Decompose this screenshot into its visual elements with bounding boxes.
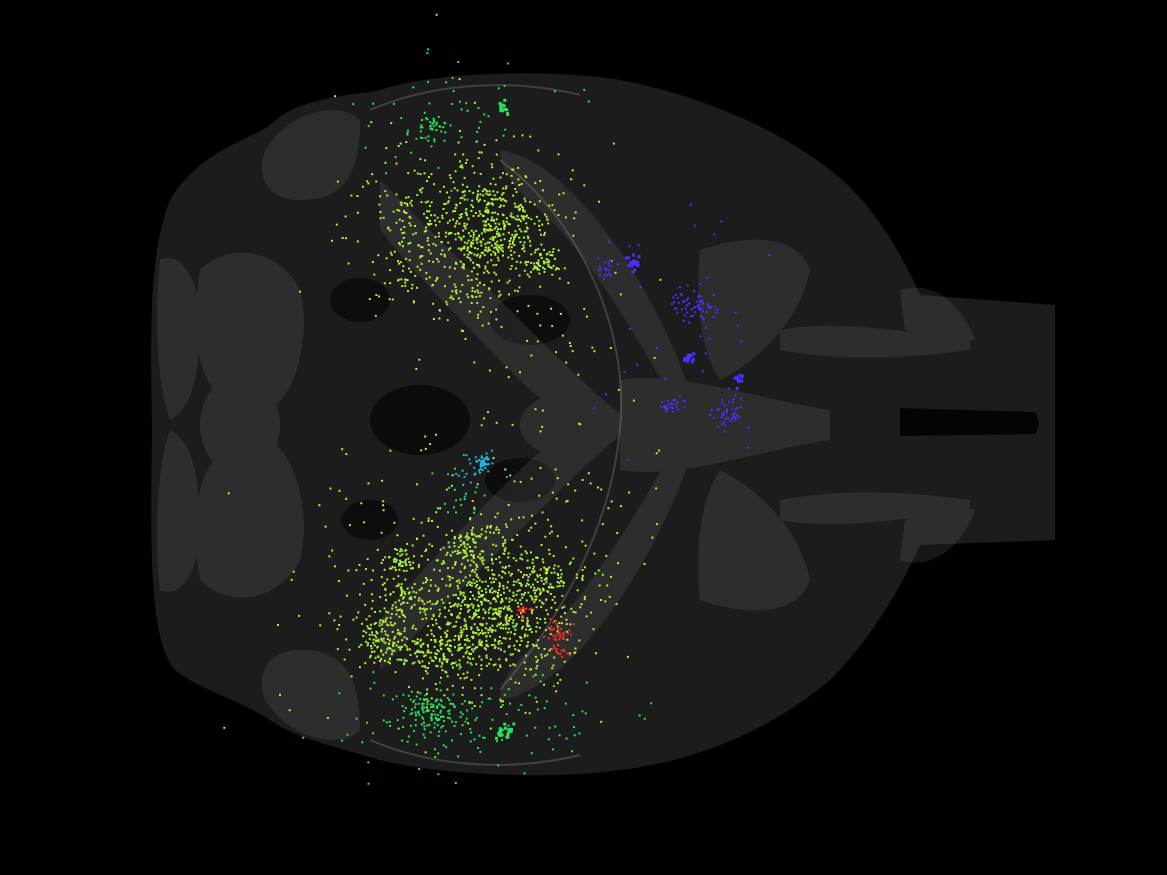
blue-cells-group <box>712 394 742 433</box>
yellow-green-cells-group <box>339 500 611 714</box>
yellow-green-cells-group <box>449 283 483 304</box>
green-cells-group <box>498 98 510 116</box>
yellow-green-cells-group <box>477 430 659 618</box>
yellow-green-cells-group <box>524 250 560 276</box>
yellow-green-cells-group <box>389 278 409 293</box>
yellow-green-cells-group <box>379 564 431 640</box>
red-cells-group <box>516 606 533 621</box>
blue-cells-group <box>593 203 771 461</box>
yellow-green-cells-group <box>299 13 662 372</box>
green-cells-group <box>494 722 516 740</box>
blue-cells-group <box>683 352 696 364</box>
green-cells-group <box>419 115 452 148</box>
blue-cells-group <box>624 253 641 274</box>
blue-cells-group <box>733 373 744 390</box>
green-cells-group <box>450 84 590 131</box>
translucent-regions <box>157 110 975 740</box>
yellow-green-cells-group <box>390 627 482 680</box>
green-cells-group <box>302 626 653 785</box>
green-cells-group <box>388 681 469 739</box>
cyan-cells-group <box>468 452 494 473</box>
red-cells-group <box>543 618 575 658</box>
brain-outline <box>151 73 1056 776</box>
dark-regions <box>330 278 1039 540</box>
yellow-green-cells-group <box>341 172 450 303</box>
yellow-green-cells-group <box>446 526 485 583</box>
blue-cells-group <box>670 283 718 329</box>
blue-cells-group <box>597 257 619 281</box>
region-outlines <box>369 84 623 766</box>
yellow-green-cells-group <box>517 556 562 604</box>
green-cells-group <box>352 48 510 201</box>
yellow-green-cells-group <box>382 534 427 570</box>
labeled-cells <box>223 13 771 785</box>
cyan-cells-group <box>447 449 508 498</box>
yellow-green-cells-group <box>223 424 661 754</box>
yellow-green-cells-group <box>415 267 656 491</box>
